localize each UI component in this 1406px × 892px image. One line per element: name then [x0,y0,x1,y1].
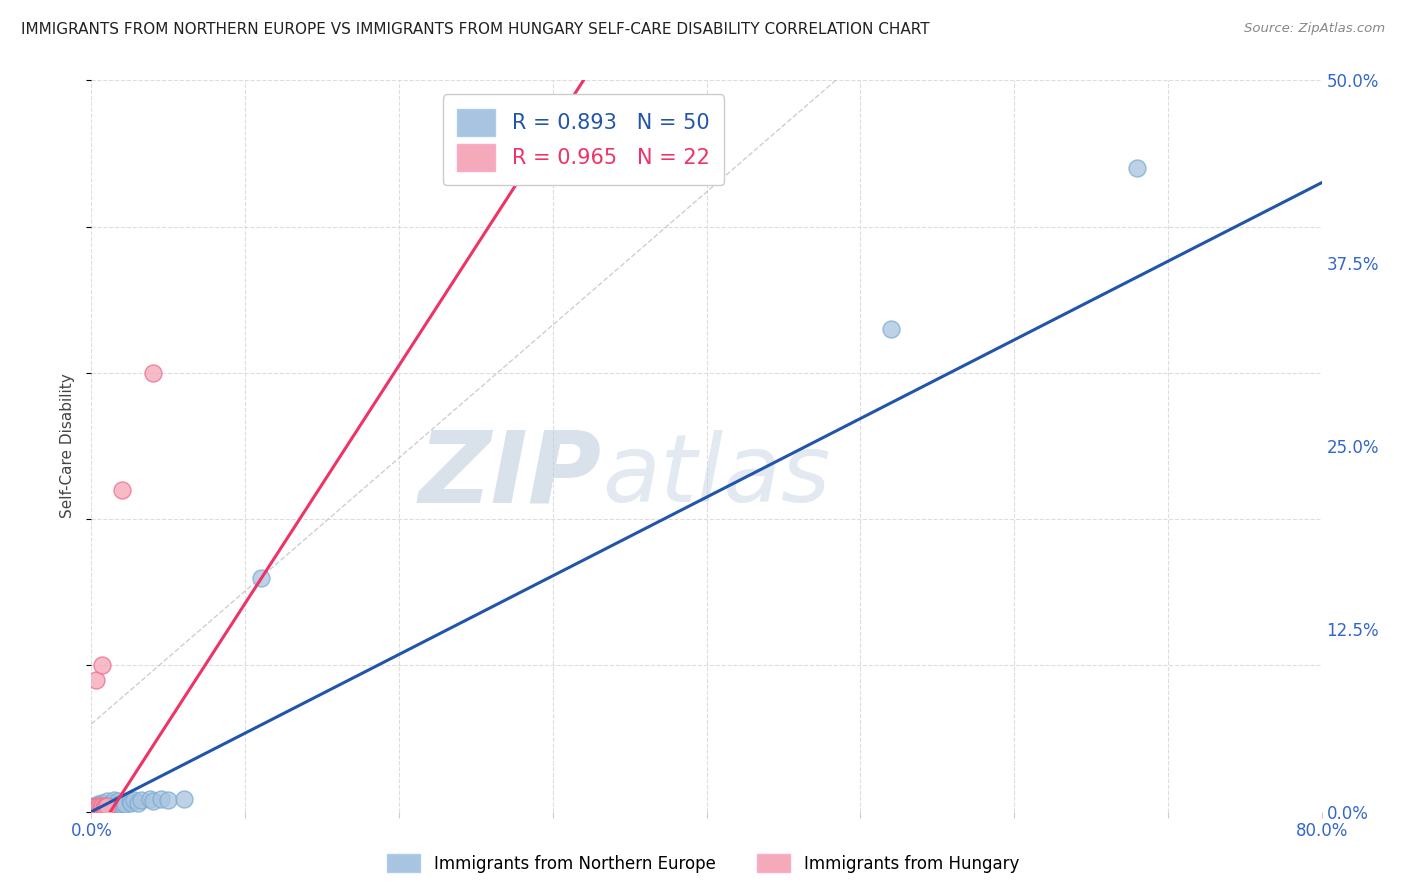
Point [91,796,114,810]
Point [127,796,149,810]
Point [142,366,165,380]
Point [139,791,162,805]
Point [83,802,105,816]
Point [1126,161,1149,175]
Point [108,797,131,812]
Y-axis label: Self-Care Disability: Self-Care Disability [60,374,76,518]
Legend: R = 0.893   N = 50, R = 0.965   N = 22: R = 0.893 N = 50, R = 0.965 N = 22 [443,95,724,186]
Point [111,483,134,497]
Point [91,802,114,816]
Point [149,791,172,805]
Point [82,802,104,816]
Point [86,800,108,814]
Text: IMMIGRANTS FROM NORTHERN EUROPE VS IMMIGRANTS FROM HUNGARY SELF-CARE DISABILITY : IMMIGRANTS FROM NORTHERN EUROPE VS IMMIG… [21,22,929,37]
Point [82,803,104,817]
Point [82,800,104,814]
Point [129,793,152,807]
Point [87,802,110,816]
Point [94,798,117,813]
Point [91,658,114,673]
Point [87,798,110,813]
Point [90,800,112,814]
Point [86,800,108,814]
Point [87,802,110,816]
Point [91,798,114,813]
Point [86,797,108,812]
Point [91,798,114,813]
Point [111,796,134,810]
Point [87,800,110,814]
Point [103,793,125,807]
Text: atlas: atlas [602,430,830,521]
Point [82,803,104,817]
Point [84,798,107,813]
Point [249,571,271,585]
Point [82,800,104,814]
Point [84,803,107,817]
Point [84,800,107,814]
Point [84,673,107,687]
Point [96,798,118,813]
Point [86,802,108,816]
Point [84,802,107,816]
Point [86,802,108,816]
Point [84,802,107,816]
Point [93,800,115,814]
Point [83,802,105,816]
Point [124,793,146,807]
Point [83,803,105,817]
Point [114,797,136,812]
Point [100,798,122,813]
Point [118,795,141,809]
Point [84,803,107,817]
Point [97,798,120,813]
Point [103,796,125,810]
Legend: Immigrants from Northern Europe, Immigrants from Hungary: Immigrants from Northern Europe, Immigra… [380,847,1026,880]
Point [87,798,110,813]
Point [98,797,121,812]
Point [120,796,142,810]
Point [83,800,105,814]
Point [93,800,115,814]
Text: Source: ZipAtlas.com: Source: ZipAtlas.com [1244,22,1385,36]
Point [83,798,105,813]
Point [91,802,114,816]
Point [90,800,112,814]
Point [142,795,165,809]
Point [90,797,112,812]
Point [93,797,115,812]
Point [83,800,105,814]
Point [107,795,129,809]
Point [157,793,180,807]
Point [173,791,195,805]
Point [96,800,118,814]
Point [82,802,104,816]
Point [880,322,903,336]
Point [94,800,117,814]
Point [96,795,118,809]
Text: ZIP: ZIP [419,426,602,524]
Point [86,803,108,817]
Point [83,803,105,817]
